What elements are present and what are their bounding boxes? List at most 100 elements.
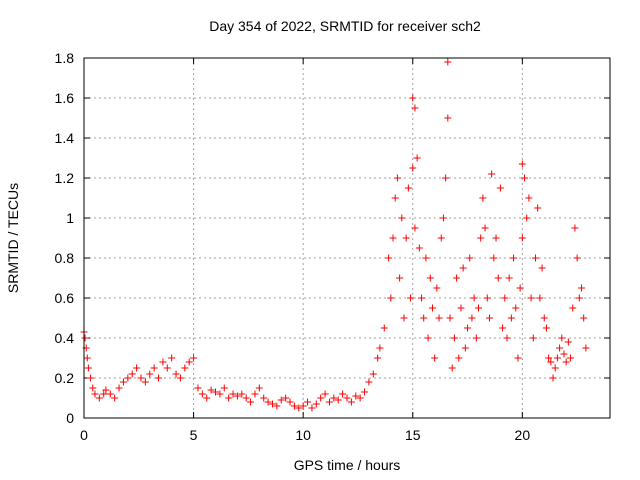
data-point [247, 398, 255, 406]
data-point [485, 314, 493, 322]
data-point [437, 234, 445, 242]
y-tick-label: 0.4 [55, 330, 75, 346]
data-point [459, 264, 467, 272]
data-point [567, 354, 575, 362]
data-point [365, 378, 373, 386]
y-tick-label: 1.6 [55, 90, 75, 106]
data-point [523, 214, 531, 222]
data-point [159, 358, 167, 366]
data-point [534, 204, 542, 212]
data-point [492, 234, 500, 242]
data-point [398, 214, 406, 222]
data-point [439, 214, 447, 222]
data-point [571, 224, 579, 232]
data-point [185, 358, 193, 366]
y-tick-label: 0.8 [55, 250, 75, 266]
data-point [119, 378, 127, 386]
data-point [558, 334, 566, 342]
data-point [424, 334, 432, 342]
data-point [163, 364, 171, 372]
data-point [194, 384, 202, 392]
data-point [352, 392, 360, 400]
data-point [168, 354, 176, 362]
data-point [216, 390, 224, 398]
y-axis-label: SRMTID / TECUs [5, 182, 21, 294]
data-point [396, 274, 404, 282]
data-point [176, 374, 184, 382]
data-point [133, 364, 141, 372]
data-point [575, 294, 583, 302]
data-point [444, 114, 452, 122]
data-point [422, 254, 430, 262]
data-point [527, 294, 535, 302]
data-point [190, 354, 198, 362]
data-point [542, 324, 550, 332]
data-point [479, 194, 487, 202]
data-point [413, 154, 421, 162]
chart-title: Day 354 of 2022, SRMTID for receiver sch… [209, 18, 481, 34]
data-point [477, 234, 485, 242]
data-point [102, 386, 110, 394]
data-point [308, 404, 316, 412]
data-point [472, 334, 480, 342]
data-point [91, 390, 99, 398]
data-point [569, 304, 577, 312]
data-point [540, 314, 548, 322]
data-point [334, 396, 342, 404]
data-point [435, 314, 443, 322]
data-point [521, 174, 529, 182]
y-tick-label: 1.8 [55, 50, 75, 66]
data-point [100, 390, 108, 398]
data-point [503, 334, 511, 342]
data-point [255, 384, 263, 392]
data-point [260, 394, 268, 402]
data-point [501, 294, 509, 302]
y-tick-label: 1.4 [55, 130, 75, 146]
data-point [518, 234, 526, 242]
data-point [347, 398, 355, 406]
data-point [361, 388, 369, 396]
data-point [229, 390, 237, 398]
data-point [418, 294, 426, 302]
y-tick-label: 1.2 [55, 170, 75, 186]
data-point [106, 390, 114, 398]
data-point [461, 344, 469, 352]
data-point [545, 354, 553, 362]
data-point [220, 384, 228, 392]
data-point [282, 394, 290, 402]
data-point [404, 184, 412, 192]
data-point [369, 370, 377, 378]
data-point [578, 284, 586, 292]
data-point [407, 294, 415, 302]
data-point [556, 344, 564, 352]
data-point [233, 392, 241, 400]
data-point [356, 394, 364, 402]
data-point [475, 304, 482, 312]
data-point [268, 400, 276, 408]
x-tick-label: 0 [80, 427, 88, 443]
data-point [494, 274, 502, 282]
data-point [83, 354, 91, 362]
data-point [538, 264, 546, 272]
plot-frame [83, 57, 611, 419]
data-point [409, 94, 417, 102]
data-point [389, 234, 397, 242]
data-point [290, 402, 298, 410]
data-point [212, 388, 219, 396]
x-tick-label: 15 [405, 427, 421, 443]
x-axis-label: GPS time / hours [293, 457, 401, 473]
data-point [420, 314, 428, 322]
data-point [510, 254, 518, 262]
data-point [411, 224, 419, 232]
data-point [251, 390, 259, 398]
data-point [547, 358, 555, 366]
data-point [393, 174, 401, 182]
data-point [536, 294, 544, 302]
data-point [376, 344, 384, 352]
data-point [225, 394, 233, 402]
data-point [203, 394, 211, 402]
data-point [238, 390, 246, 398]
data-point [496, 184, 504, 192]
data-point [518, 160, 526, 168]
